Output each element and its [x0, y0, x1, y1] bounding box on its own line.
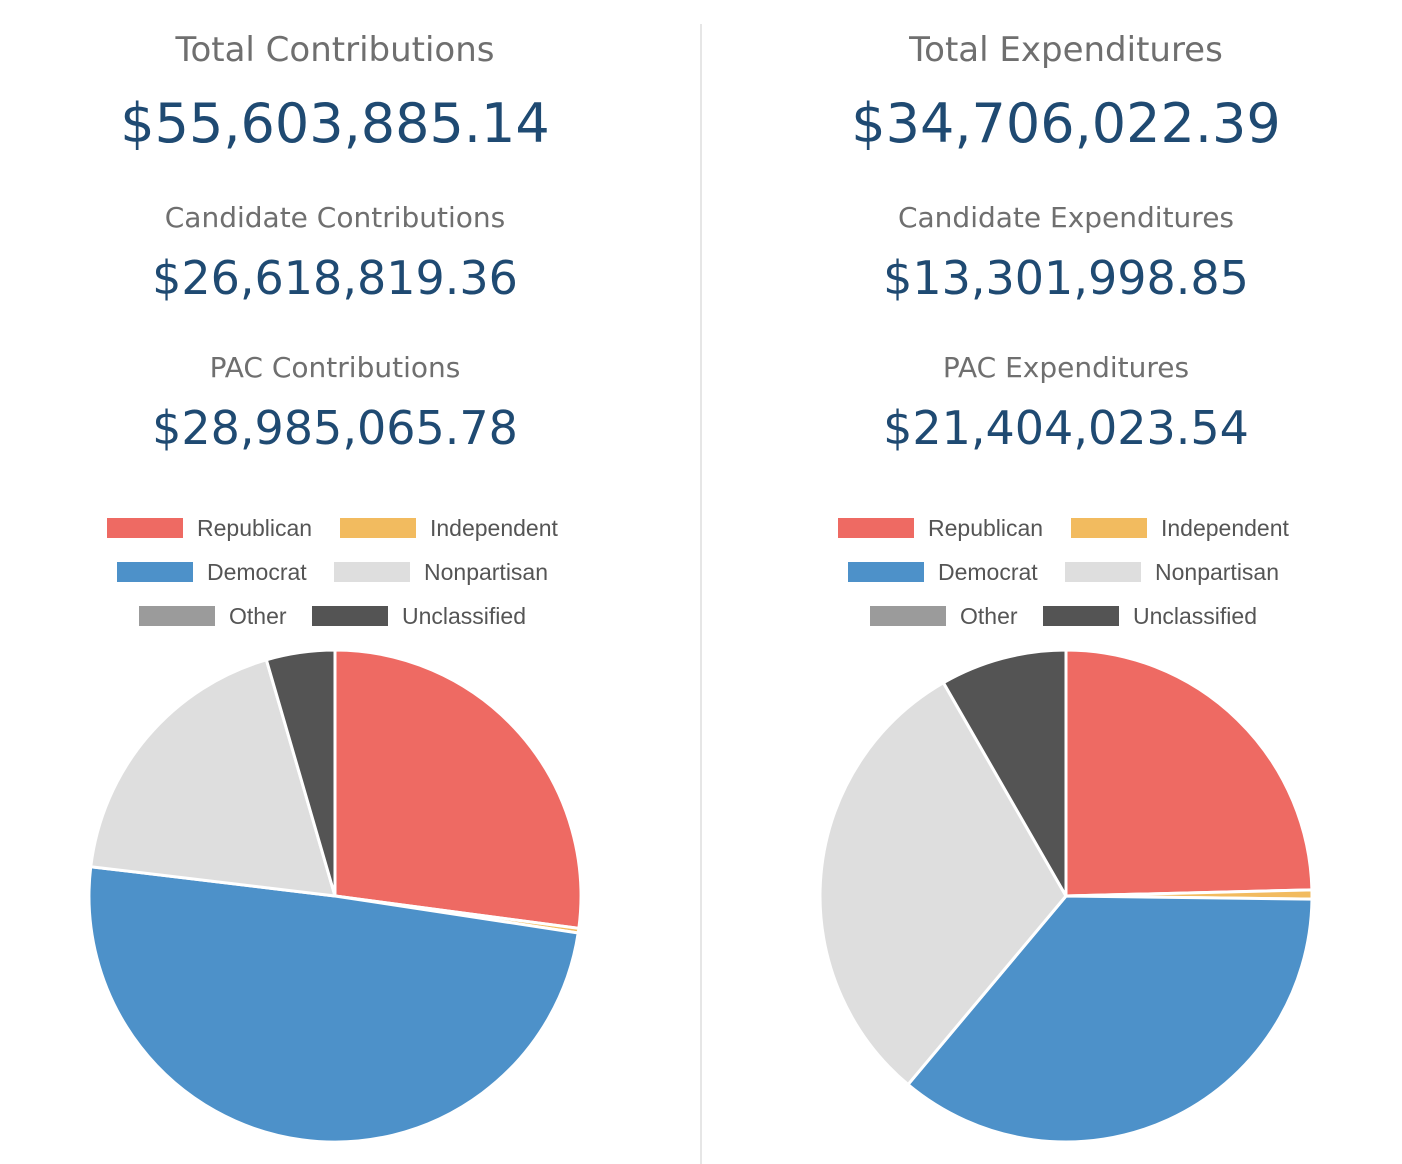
contributions-panel: Total Contributions $55,603,885.14 Candi…: [0, 0, 670, 1164]
legend-label-other: Other: [229, 602, 287, 629]
legend-swatch-independent: [340, 518, 416, 538]
legend-item-unclassified[interactable]: Unclassified: [1043, 603, 1257, 629]
pie-slice-nonpartisan[interactable]: [818, 681, 1068, 1087]
legend-item-republican[interactable]: Republican: [838, 515, 1043, 541]
legend-label-republican: Republican: [928, 514, 1044, 541]
legend-swatch-nonpartisan: [334, 562, 410, 582]
legend-label-unclassified: Unclassified: [1133, 602, 1257, 629]
expenditures-pie-chart: [818, 648, 1314, 1144]
legend-label-independent: Independent: [1161, 514, 1289, 541]
panel-divider: [700, 24, 702, 1164]
candidate-contributions-label: Candidate Contributions: [164, 201, 506, 234]
pie-slice-unclassified[interactable]: [264, 648, 337, 898]
total-contributions-label: Total Contributions: [175, 30, 495, 70]
legend-swatch-democrat: [117, 562, 193, 582]
pac-contributions-label: PAC Contributions: [209, 351, 461, 384]
legend-item-democrat[interactable]: Democrat: [117, 559, 307, 585]
legend-swatch-republican: [838, 518, 914, 538]
candidate-expenditures-value: $13,301,998.85: [883, 251, 1249, 305]
candidate-contributions-value: $26,618,819.36: [152, 251, 518, 305]
legend-item-independent[interactable]: Independent: [340, 515, 558, 541]
pac-expenditures-label: PAC Expenditures: [942, 351, 1190, 384]
legend-label-republican: Republican: [197, 514, 313, 541]
total-expenditures-label: Total Expenditures: [909, 30, 1223, 70]
legend-swatch-democrat: [848, 562, 924, 582]
legend-label-nonpartisan: Nonpartisan: [424, 558, 549, 585]
legend-swatch-independent: [1071, 518, 1147, 538]
legend-swatch-unclassified: [1043, 606, 1119, 626]
legend-item-other[interactable]: Other: [870, 603, 1018, 629]
legend-label-other: Other: [960, 602, 1018, 629]
legend-item-nonpartisan[interactable]: Nonpartisan: [1065, 559, 1279, 585]
pie-slice-unclassified[interactable]: [941, 648, 1068, 898]
pie-slice-democrat[interactable]: [906, 894, 1314, 1144]
pie-slice-nonpartisan[interactable]: [89, 658, 337, 898]
legend-label-nonpartisan: Nonpartisan: [1155, 558, 1280, 585]
legend-swatch-republican: [107, 518, 183, 538]
legend-item-republican[interactable]: Republican: [107, 515, 312, 541]
pac-contributions-value: $28,985,065.78: [152, 401, 518, 455]
pac-expenditures-value: $21,404,023.54: [883, 401, 1249, 455]
legend-label-democrat: Democrat: [207, 558, 307, 585]
legend-label-unclassified: Unclassified: [402, 602, 526, 629]
legend-item-unclassified[interactable]: Unclassified: [312, 603, 526, 629]
legend-item-independent[interactable]: Independent: [1071, 515, 1289, 541]
legend-swatch-unclassified: [312, 606, 388, 626]
legend-swatch-other: [870, 606, 946, 626]
pie-slice-republican[interactable]: [333, 648, 583, 930]
legend-swatch-other: [139, 606, 215, 626]
legend-label-independent: Independent: [430, 514, 558, 541]
total-expenditures-value: $34,706,022.39: [851, 92, 1281, 155]
expenditures-panel: Total Expenditures $34,706,022.39 Candid…: [731, 0, 1401, 1164]
pie-slice-republican[interactable]: [1064, 648, 1314, 898]
candidate-expenditures-label: Candidate Expenditures: [897, 201, 1235, 234]
legend-item-other[interactable]: Other: [139, 603, 287, 629]
legend-label-democrat: Democrat: [938, 558, 1038, 585]
pie-slice-democrat[interactable]: [87, 865, 580, 1144]
legend-swatch-nonpartisan: [1065, 562, 1141, 582]
legend-item-democrat[interactable]: Democrat: [848, 559, 1038, 585]
legend-item-nonpartisan[interactable]: Nonpartisan: [334, 559, 548, 585]
total-contributions-value: $55,603,885.14: [120, 92, 550, 155]
contributions-pie-chart: [87, 648, 583, 1144]
